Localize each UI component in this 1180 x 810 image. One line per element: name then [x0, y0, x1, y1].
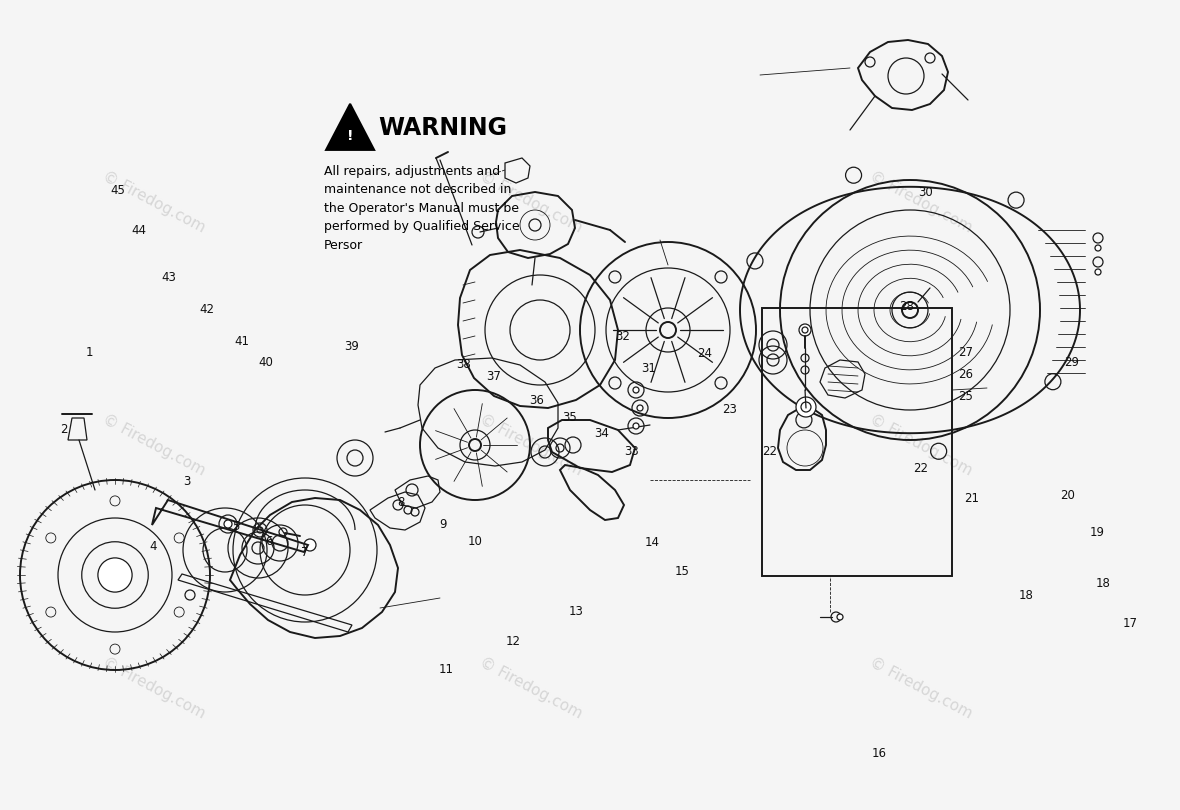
Text: 43: 43 — [162, 271, 176, 284]
Text: 3: 3 — [183, 475, 190, 488]
Text: 38: 38 — [457, 358, 471, 371]
Text: 45: 45 — [111, 184, 125, 197]
Text: 14: 14 — [645, 536, 660, 549]
Text: 19: 19 — [1090, 526, 1104, 539]
Text: 7: 7 — [301, 546, 308, 559]
Circle shape — [632, 387, 640, 393]
Circle shape — [637, 405, 643, 411]
Text: 22: 22 — [913, 462, 927, 475]
Text: 40: 40 — [258, 356, 273, 369]
Text: 25: 25 — [958, 390, 972, 403]
Text: 8: 8 — [398, 496, 405, 509]
Text: 13: 13 — [569, 605, 583, 618]
Circle shape — [224, 520, 232, 528]
Text: 9: 9 — [439, 518, 446, 531]
Text: 26: 26 — [958, 368, 972, 381]
Text: 41: 41 — [235, 335, 249, 348]
Text: 23: 23 — [722, 403, 736, 416]
Text: 10: 10 — [468, 535, 483, 548]
Text: 4: 4 — [150, 540, 157, 553]
Circle shape — [1095, 245, 1101, 251]
Bar — [762, 308, 952, 576]
Text: © Firedog.com: © Firedog.com — [866, 169, 975, 236]
Text: 22: 22 — [762, 446, 776, 458]
Text: 5: 5 — [232, 520, 240, 533]
Text: 16: 16 — [872, 747, 886, 760]
Text: 33: 33 — [624, 446, 638, 458]
Circle shape — [796, 397, 817, 417]
Text: 1: 1 — [86, 346, 93, 359]
Text: 6: 6 — [266, 535, 273, 548]
Text: WARNING: WARNING — [378, 116, 507, 140]
Text: 35: 35 — [563, 411, 577, 424]
Text: 42: 42 — [199, 303, 214, 316]
Circle shape — [304, 539, 316, 551]
Text: © Firedog.com: © Firedog.com — [99, 169, 208, 236]
Circle shape — [632, 423, 640, 429]
Text: 39: 39 — [345, 340, 359, 353]
Circle shape — [1095, 269, 1101, 275]
Text: © Firedog.com: © Firedog.com — [477, 169, 585, 236]
Text: © Firedog.com: © Firedog.com — [866, 655, 975, 722]
Circle shape — [98, 558, 132, 592]
Text: 20: 20 — [1061, 489, 1075, 502]
Text: 30: 30 — [918, 186, 932, 199]
Circle shape — [837, 614, 843, 620]
Text: 2: 2 — [60, 423, 67, 436]
Text: 34: 34 — [595, 427, 609, 440]
Text: 24: 24 — [697, 347, 712, 360]
Text: © Firedog.com: © Firedog.com — [477, 655, 585, 722]
Text: 29: 29 — [1064, 356, 1079, 369]
Text: 37: 37 — [486, 370, 500, 383]
Text: 17: 17 — [1123, 617, 1138, 630]
Text: 31: 31 — [642, 362, 656, 375]
Text: 44: 44 — [132, 224, 146, 237]
Polygon shape — [326, 104, 374, 150]
Text: 18: 18 — [1096, 577, 1110, 590]
Text: 36: 36 — [530, 394, 544, 407]
Text: 21: 21 — [964, 492, 978, 505]
Text: © Firedog.com: © Firedog.com — [99, 412, 208, 479]
Text: 32: 32 — [616, 330, 630, 343]
Text: 18: 18 — [1020, 589, 1034, 602]
Text: 12: 12 — [506, 635, 520, 648]
Text: 28: 28 — [899, 300, 913, 313]
Text: 11: 11 — [439, 663, 453, 676]
Text: © Firedog.com: © Firedog.com — [477, 412, 585, 479]
Text: 27: 27 — [958, 346, 972, 359]
Text: 15: 15 — [675, 565, 689, 578]
Text: © Firedog.com: © Firedog.com — [99, 655, 208, 722]
Text: © Firedog.com: © Firedog.com — [866, 412, 975, 479]
Text: !: ! — [347, 129, 353, 143]
Circle shape — [799, 324, 811, 336]
Text: All repairs, adjustments and
maintenance not described in
the Operator's Manual : All repairs, adjustments and maintenance… — [324, 165, 519, 252]
